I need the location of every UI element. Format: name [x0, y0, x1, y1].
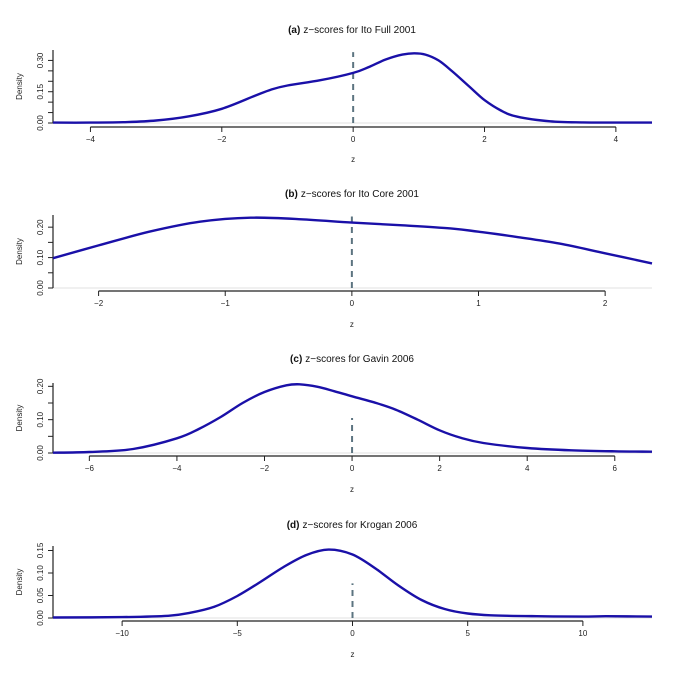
chart-title-tag: (c) [290, 354, 302, 365]
x-axis-label: z [351, 155, 355, 164]
x-tick-label: −5 [233, 629, 243, 638]
x-tick-label: 2 [437, 464, 442, 473]
y-axis-label: Density [15, 73, 24, 100]
x-tick-label: −4 [172, 464, 182, 473]
chart-title-tag: (b) [285, 189, 298, 200]
y-tick-label: 0.05 [36, 587, 45, 603]
panel-d: (d) z−scores for Krogan 2006 0.00 0.05 0.10 0… [15, 520, 653, 659]
y-tick-label: 0.30 [36, 52, 45, 68]
x-tick-label: −2 [260, 464, 270, 473]
x-tick-label: 2 [603, 299, 608, 308]
y-tick-label: 0.00 [36, 280, 45, 296]
x-tick-label: 6 [613, 464, 618, 473]
chart-title: (a) z−scores for Ito Full 2001 [288, 25, 416, 36]
density-curve [52, 383, 653, 454]
y-axis-label: Density [15, 405, 24, 432]
y-tick-label: 0.15 [36, 542, 45, 558]
chart-title-text: z−scores for Ito Core 2001 [301, 189, 420, 200]
chart-title-text: z−scores for Ito Full 2001 [303, 25, 416, 36]
x-axis-label: z [351, 650, 355, 659]
chart-title-text: z−scores for Krogan 2006 [302, 520, 417, 531]
density-curve [52, 548, 653, 619]
x-axis-label: z [350, 320, 354, 329]
chart-title: (d) z−scores for Krogan 2006 [287, 520, 418, 531]
x-tick-label: 5 [465, 629, 470, 638]
y-tick-label: 0.20 [36, 378, 45, 394]
chart-title-tag: (a) [288, 25, 300, 36]
chart-title-tag: (d) [287, 520, 300, 531]
density-curve [52, 52, 652, 124]
y-tick-label: 0.00 [36, 445, 45, 461]
panel-b: (b) z−scores for Ito Core 2001 0.00 0.10 0.2… [15, 189, 653, 329]
chart-title-text: z−scores for Gavin 2006 [305, 354, 414, 365]
chart-title: (b) z−scores for Ito Core 2001 [285, 189, 419, 200]
x-tick-label: 10 [578, 629, 587, 638]
chart-title: (c) z−scores for Gavin 2006 [290, 354, 414, 365]
x-tick-label: −4 [86, 135, 96, 144]
density-curve [52, 216, 653, 265]
x-tick-label: −2 [217, 135, 227, 144]
x-tick-label: −10 [115, 629, 129, 638]
x-tick-label: 4 [525, 464, 530, 473]
x-tick-label: 0 [350, 299, 355, 308]
x-tick-label: 4 [614, 135, 619, 144]
x-axis-label: z [350, 485, 354, 494]
panel-c: (c) z−scores for Gavin 2006 0.00 0.10 0.20 De… [15, 354, 653, 494]
panel-a: (a) z−scores for Ito Full 2001 0.00 0.15 0.3… [15, 25, 652, 164]
y-tick-label: 0.20 [36, 219, 45, 235]
y-axis-label: Density [15, 238, 24, 265]
x-tick-label: −1 [221, 299, 231, 308]
x-tick-label: 0 [350, 629, 355, 638]
x-tick-label: 2 [482, 135, 487, 144]
x-tick-label: 0 [350, 464, 355, 473]
x-tick-label: −6 [85, 464, 95, 473]
y-tick-label: 0.10 [36, 249, 45, 265]
y-tick-label: 0.10 [36, 411, 45, 427]
x-tick-label: 1 [476, 299, 481, 308]
y-tick-label: 0.15 [36, 83, 45, 99]
y-tick-label: 0.00 [36, 115, 45, 131]
y-axis-label: Density [15, 569, 24, 596]
x-tick-label: 0 [351, 135, 356, 144]
x-tick-label: −2 [94, 299, 104, 308]
y-tick-label: 0.10 [36, 565, 45, 581]
y-tick-label: 0.00 [36, 610, 45, 626]
